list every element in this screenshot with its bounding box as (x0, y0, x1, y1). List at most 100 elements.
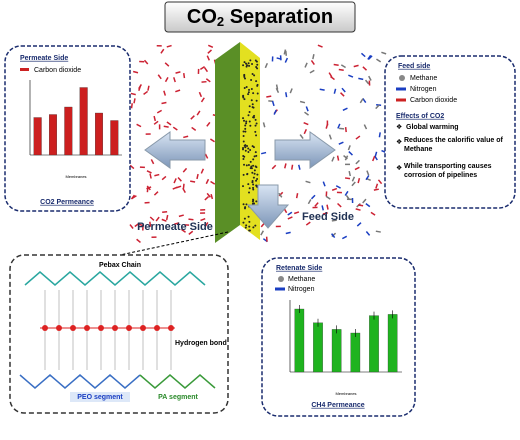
molecule (284, 57, 289, 63)
molecule (177, 176, 182, 182)
molecule (355, 159, 360, 165)
feed-label: Feed Side (302, 211, 354, 223)
legend-entry: Carbon dioxide (410, 97, 457, 104)
permeate-label: Permeate Side (137, 221, 213, 233)
dot (256, 84, 259, 87)
dot (248, 120, 251, 123)
permeate-heading: Permeate Side (20, 55, 68, 62)
dot (252, 164, 255, 167)
molecule (378, 132, 381, 138)
dot (245, 85, 248, 88)
molecule (299, 134, 304, 140)
legend-entry: Methane (410, 75, 437, 82)
dot (255, 179, 258, 182)
dot (243, 98, 246, 101)
molecules (129, 44, 387, 244)
chain-label: Pebax Chain (99, 262, 141, 269)
effects-heading: Effects of CO2 (396, 113, 444, 120)
molecule (375, 183, 379, 189)
dot (249, 148, 252, 151)
dot (244, 77, 247, 80)
molecule (287, 211, 293, 216)
molecule (157, 74, 162, 80)
bond-label: Hydrogen bond (175, 340, 227, 347)
effect: While transporting causes corrosion of p… (404, 163, 492, 179)
molecule (191, 126, 197, 131)
bar (64, 106, 73, 156)
molecule (297, 164, 301, 170)
dot (247, 147, 250, 150)
title-sub: 2 (217, 14, 224, 29)
molecule (357, 178, 361, 184)
molecule (310, 194, 316, 200)
dot (247, 150, 250, 153)
dot (245, 62, 248, 65)
molecule (161, 218, 167, 222)
molecule (271, 164, 277, 170)
dot (242, 185, 245, 188)
molecule (182, 167, 188, 173)
molecule (362, 198, 367, 204)
dot (242, 96, 245, 99)
molecule (341, 87, 346, 93)
molecule (362, 66, 368, 71)
dot (251, 171, 254, 174)
effect-wrap: Reduces the calorific value of Methane (404, 137, 503, 153)
legend-entry: Methane (288, 276, 315, 283)
molecule (331, 187, 338, 191)
molecule (319, 88, 325, 91)
feed-box (384, 55, 516, 209)
molecule (175, 89, 181, 93)
molecule (338, 141, 344, 145)
molecule (331, 219, 337, 222)
molecule (129, 224, 134, 229)
molecule (333, 63, 339, 67)
dot (243, 217, 246, 220)
molecule (166, 121, 172, 126)
bar (49, 114, 57, 156)
molecule (209, 138, 215, 143)
molecule (206, 121, 211, 127)
molecule (284, 163, 287, 169)
molecule (360, 52, 366, 58)
molecule (271, 100, 275, 107)
molecule (337, 123, 341, 129)
molecule (176, 185, 182, 189)
dot (255, 122, 258, 125)
molecule (367, 55, 373, 60)
dot (255, 154, 258, 157)
molecule (305, 221, 311, 226)
feed-legend: Methane Nitrogen Carbon dioxide (396, 75, 457, 104)
molecule (200, 168, 205, 174)
dot (246, 172, 249, 175)
dot (253, 172, 256, 175)
molecule (326, 204, 329, 210)
molecule (204, 222, 209, 228)
dot (243, 155, 246, 158)
dot (250, 167, 253, 170)
molecule (166, 44, 172, 48)
molecule (322, 181, 326, 187)
molecule (264, 62, 269, 69)
bullet: ❖ (396, 165, 402, 172)
chain-pa (139, 374, 216, 389)
molecule (322, 212, 328, 215)
dot (251, 200, 254, 203)
feed-heading: Feed side (398, 63, 430, 70)
molecule (307, 199, 312, 205)
molecule (207, 44, 214, 48)
effect: Global warming (406, 124, 459, 131)
dot (251, 103, 254, 106)
molecule (207, 49, 213, 54)
molecule (136, 238, 141, 244)
molecule (130, 103, 133, 109)
molecule (354, 166, 360, 171)
dot (248, 191, 251, 194)
dot (252, 188, 255, 191)
molecule (353, 64, 359, 68)
molecule (363, 124, 368, 130)
molecule (344, 127, 347, 133)
dot (248, 64, 251, 67)
dot (252, 176, 255, 179)
